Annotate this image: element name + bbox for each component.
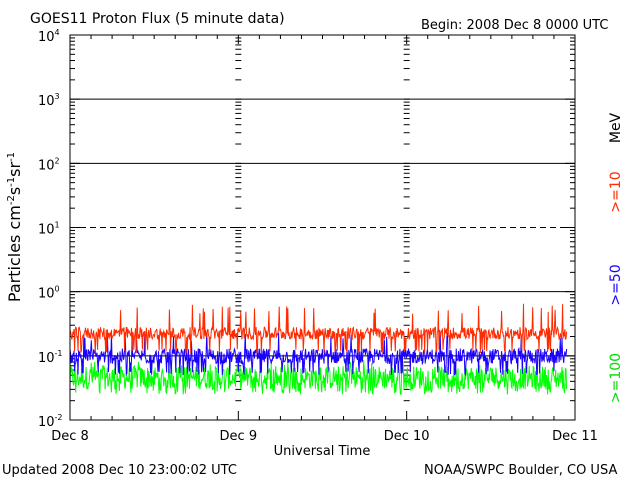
x-tick-label: Dec 11: [552, 429, 598, 444]
y-tick-label: 104: [38, 28, 60, 45]
updated-time: Updated 2008 Dec 10 23:00:02 UTC: [2, 463, 237, 478]
x-tick-label: Dec 10: [384, 429, 430, 444]
series-line: [69, 332, 568, 377]
legend-ge100: >=100: [608, 353, 624, 403]
grid-layer: [69, 35, 576, 421]
y-tick-label: 10-2: [38, 413, 63, 430]
y-tick-label: 103: [38, 92, 60, 109]
plot-frame: [69, 34, 576, 421]
y-tick-label: 10-1: [38, 349, 63, 366]
x-tick-label: Dec 8: [51, 429, 89, 444]
y-tick-label: 100: [38, 285, 60, 302]
series-line: [69, 303, 568, 354]
x-tick-label: Dec 9: [220, 429, 258, 444]
series-layer: [69, 303, 568, 396]
x-tick-labels: Dec 8 Dec 9 Dec 10 Dec 11: [51, 429, 598, 444]
y-tick-label: 102: [38, 156, 60, 173]
legend-ge10: >=10: [608, 171, 624, 212]
data-source: NOAA/SWPC Boulder, CO USA: [424, 463, 617, 478]
chart-title: GOES11 Proton Flux (5 minute data): [30, 11, 285, 27]
legend-ge50: >=50: [608, 264, 624, 305]
y-tick-label: 101: [38, 221, 60, 238]
series-line: [69, 360, 568, 396]
begin-time: Begin: 2008 Dec 8 0000 UTC: [421, 18, 608, 33]
x-axis-label: Universal Time: [274, 444, 371, 459]
y-axis-label: Particles cm-2s-1sr-1: [5, 152, 24, 302]
y-tick-labels: 10-2 10-1 100 101 102 103 104: [38, 28, 63, 430]
unit-label: MeV: [608, 112, 624, 143]
